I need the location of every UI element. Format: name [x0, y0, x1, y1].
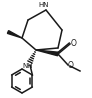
Text: NH: NH [23, 63, 33, 69]
Text: O: O [71, 39, 77, 48]
Text: HN: HN [39, 2, 49, 8]
Polygon shape [36, 50, 58, 56]
Polygon shape [7, 31, 22, 38]
Text: O: O [68, 62, 74, 70]
